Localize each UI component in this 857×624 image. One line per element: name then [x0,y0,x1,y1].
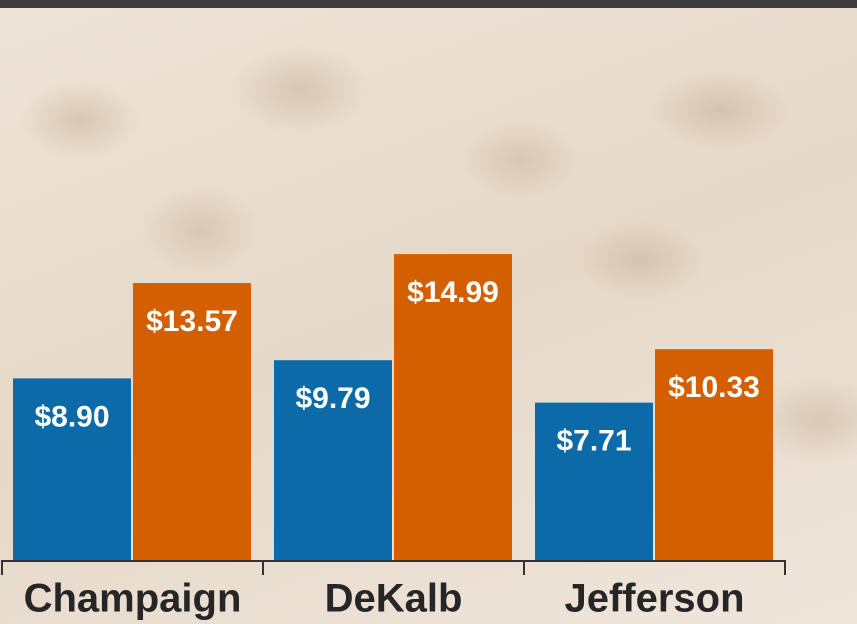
value-label: $7.71 [556,425,631,458]
chart: $8.90 $13.57 Champaign $9.79 $14.99 DeKalb $7.… [0,0,857,624]
value-label: $9.79 [295,382,370,415]
x-tick-label: Jefferson [564,577,744,621]
page: $8.90 $13.57 Champaign $9.79 $14.99 DeKalb $7.… [0,0,857,624]
x-tick-label: Champaign [24,577,242,621]
value-label: $10.33 [668,371,760,404]
x-tick-label: DeKalb [325,577,463,621]
value-label: $14.99 [407,276,499,309]
value-label: $13.57 [146,305,238,338]
value-label: $8.90 [34,400,109,433]
